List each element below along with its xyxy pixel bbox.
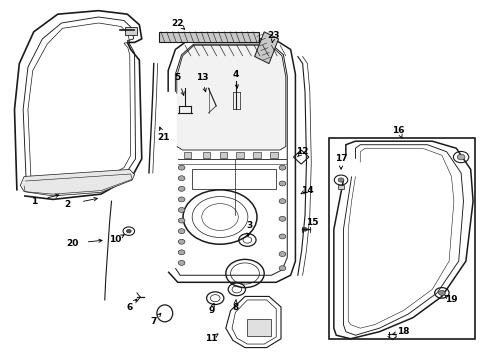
- Text: 15: 15: [306, 218, 318, 227]
- Bar: [192, 170, 276, 189]
- Text: 21: 21: [157, 133, 170, 142]
- Text: 12: 12: [296, 147, 309, 156]
- Text: 1: 1: [30, 197, 37, 206]
- Bar: [220, 152, 227, 158]
- Circle shape: [279, 165, 286, 170]
- Text: 7: 7: [150, 317, 157, 325]
- Circle shape: [178, 165, 185, 170]
- Bar: [203, 152, 210, 158]
- Text: 9: 9: [208, 306, 215, 315]
- Text: 19: 19: [445, 296, 458, 305]
- Circle shape: [178, 207, 185, 212]
- Circle shape: [457, 154, 465, 160]
- Text: 13: 13: [196, 73, 208, 82]
- Circle shape: [178, 250, 185, 255]
- Text: 11: 11: [205, 334, 218, 343]
- Circle shape: [178, 260, 185, 265]
- Bar: [125, 27, 137, 35]
- Circle shape: [439, 291, 445, 295]
- Circle shape: [178, 176, 185, 181]
- Circle shape: [178, 186, 185, 191]
- Circle shape: [279, 181, 286, 186]
- Text: 4: 4: [232, 70, 239, 79]
- Text: 23: 23: [268, 31, 280, 40]
- Circle shape: [279, 266, 286, 271]
- Polygon shape: [20, 170, 135, 196]
- Circle shape: [303, 228, 307, 231]
- Text: 18: 18: [397, 327, 410, 336]
- Circle shape: [178, 197, 185, 202]
- Circle shape: [338, 178, 344, 182]
- Circle shape: [279, 252, 286, 257]
- Text: 8: 8: [232, 302, 239, 311]
- Text: 16: 16: [392, 126, 405, 135]
- Circle shape: [178, 239, 185, 244]
- Text: 2: 2: [64, 200, 71, 209]
- Polygon shape: [177, 45, 286, 150]
- Text: 5: 5: [174, 73, 181, 82]
- Circle shape: [279, 234, 286, 239]
- Text: 22: 22: [172, 18, 184, 27]
- Text: 10: 10: [109, 235, 122, 244]
- Bar: [338, 185, 344, 189]
- Text: 3: 3: [246, 221, 253, 230]
- Text: 6: 6: [126, 302, 133, 311]
- Bar: [247, 319, 271, 336]
- Bar: [159, 32, 259, 42]
- Circle shape: [279, 199, 286, 204]
- Bar: [253, 152, 261, 158]
- Text: 17: 17: [335, 154, 347, 163]
- Bar: [270, 152, 278, 158]
- Polygon shape: [255, 32, 279, 64]
- Circle shape: [126, 229, 131, 233]
- Circle shape: [279, 216, 286, 221]
- Bar: [236, 152, 244, 158]
- Text: 20: 20: [66, 239, 78, 248]
- Circle shape: [178, 218, 185, 223]
- Text: 14: 14: [301, 186, 314, 195]
- Bar: [184, 152, 191, 158]
- Bar: [329, 138, 475, 339]
- Circle shape: [178, 229, 185, 234]
